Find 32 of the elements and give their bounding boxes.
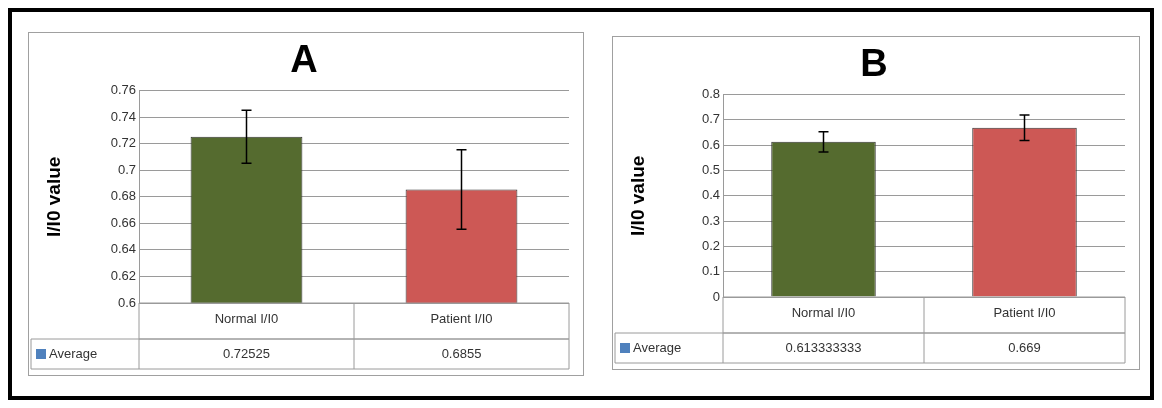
data-label: 0.6855	[441, 345, 482, 361]
y-tick-label: 0.6	[117, 294, 136, 310]
y-tick-label: 0	[712, 288, 720, 304]
y-tick-label: 0.5	[701, 162, 720, 178]
y-tick-label: 0.3	[701, 212, 720, 228]
x-tick-label: Patient I/I0	[430, 311, 493, 327]
y-tick-label: 0.62	[110, 268, 136, 284]
y-tick-label: 0.64	[110, 241, 136, 257]
chart-title: A	[290, 38, 318, 81]
y-axis-title: I/I0 value	[42, 156, 64, 237]
y-tick-label: 0.7	[701, 111, 720, 127]
chart-title: B	[860, 42, 888, 85]
y-tick-label: 0.8	[701, 86, 720, 102]
x-tick-label: Normal I/I0	[214, 311, 279, 327]
y-tick-label: 0.1	[701, 263, 720, 279]
data-label: 0.669	[1008, 339, 1041, 355]
y-tick-label: 0.4	[701, 187, 720, 203]
y-axis-title: I/I0 value	[626, 155, 648, 236]
x-tick-label: Patient I/I0	[993, 305, 1056, 321]
y-tick-label: 0.2	[701, 237, 720, 253]
text: Average	[49, 345, 98, 361]
y-tick-label: 0.68	[110, 188, 136, 204]
y-tick-label: 0.72	[110, 135, 136, 151]
y-tick-label: 0.7	[117, 161, 136, 177]
y-tick-label: 0.76	[110, 82, 136, 98]
x-tick-label: Normal I/I0	[791, 305, 856, 321]
y-tick-label: 0.66	[110, 214, 136, 230]
data-label: 0.72525	[223, 345, 270, 361]
y-tick-label: 0.6	[701, 136, 720, 152]
y-tick-label: 0.74	[110, 108, 136, 124]
data-label: 0.613333333	[785, 339, 862, 355]
text: Average	[633, 339, 682, 355]
